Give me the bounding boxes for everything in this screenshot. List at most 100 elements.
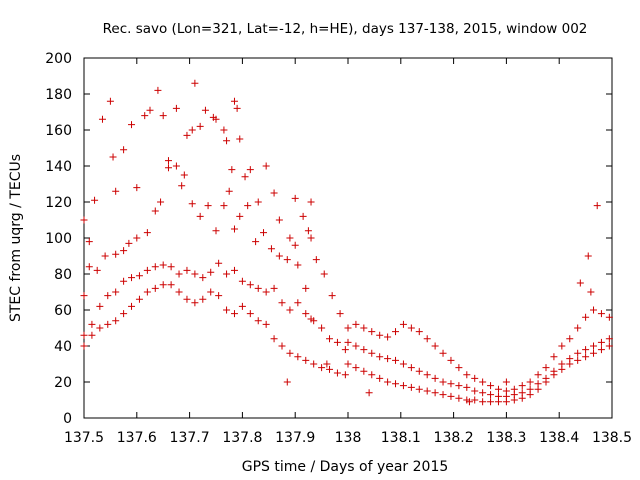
data-point xyxy=(576,279,584,287)
data-point xyxy=(423,387,431,395)
x-tick-label: 138.5 xyxy=(592,430,632,446)
data-point xyxy=(101,252,109,260)
data-point xyxy=(368,328,376,336)
data-point xyxy=(230,97,238,105)
data-point xyxy=(270,284,278,292)
data-point xyxy=(502,378,510,386)
data-point xyxy=(455,394,463,402)
data-point xyxy=(494,385,502,393)
y-tick-label: 80 xyxy=(54,267,72,283)
x-tick-label: 137.7 xyxy=(170,430,210,446)
data-point xyxy=(286,306,294,314)
data-point xyxy=(328,292,336,300)
data-point xyxy=(584,252,592,260)
data-point xyxy=(439,391,447,399)
data-point xyxy=(175,270,183,278)
data-point xyxy=(135,272,143,280)
data-point xyxy=(399,360,407,368)
data-point xyxy=(183,295,191,303)
data-point xyxy=(159,281,167,289)
data-point xyxy=(368,371,376,379)
data-point xyxy=(212,115,220,123)
data-point xyxy=(141,112,149,120)
x-axis-title: GPS time / Days of year 2015 xyxy=(242,459,449,475)
data-point xyxy=(96,302,104,310)
data-point xyxy=(558,342,566,350)
data-point xyxy=(593,202,601,210)
data-point xyxy=(542,378,550,386)
data-point xyxy=(275,252,283,260)
data-point xyxy=(384,333,392,341)
data-point xyxy=(238,277,246,285)
data-point xyxy=(294,261,302,269)
data-point xyxy=(254,317,262,325)
data-point xyxy=(201,106,209,114)
data-point xyxy=(310,360,318,368)
data-point xyxy=(135,295,143,303)
data-point xyxy=(96,324,104,332)
data-point xyxy=(368,349,376,357)
y-tick-label: 100 xyxy=(45,231,72,247)
data-point xyxy=(283,378,291,386)
data-point xyxy=(120,247,128,255)
data-point xyxy=(597,346,605,354)
data-point xyxy=(302,310,310,318)
data-point xyxy=(262,320,270,328)
data-point xyxy=(159,112,167,120)
axis-ticks xyxy=(83,57,613,419)
x-tick-label: 138.1 xyxy=(381,430,421,446)
data-point xyxy=(439,378,447,386)
data-point xyxy=(431,389,439,397)
data-point xyxy=(80,342,88,350)
data-point xyxy=(407,364,415,372)
data-point xyxy=(180,171,188,179)
data-point xyxy=(455,382,463,390)
data-point xyxy=(518,394,526,402)
data-point xyxy=(471,387,479,395)
data-point xyxy=(164,164,172,172)
x-tick-label: 137.8 xyxy=(222,430,262,446)
data-point xyxy=(112,250,120,258)
data-point xyxy=(294,353,302,361)
data-point xyxy=(151,207,159,215)
data-point xyxy=(526,391,534,399)
y-tick-label: 180 xyxy=(45,87,72,103)
data-point xyxy=(188,126,196,134)
data-point xyxy=(120,277,128,285)
data-point xyxy=(291,241,299,249)
data-point xyxy=(323,360,331,368)
data-point xyxy=(431,374,439,382)
data-point xyxy=(352,364,360,372)
data-point xyxy=(302,284,310,292)
data-point xyxy=(534,371,542,379)
x-tick-label: 138.2 xyxy=(434,430,474,446)
data-point xyxy=(270,335,278,343)
data-point xyxy=(172,162,180,170)
data-point xyxy=(143,288,151,296)
data-point xyxy=(178,182,186,190)
data-point xyxy=(566,360,574,368)
x-tick-label: 137.6 xyxy=(117,430,157,446)
data-point xyxy=(463,383,471,391)
axis-tick-labels: 137.5 137.6 137.7 137.8 137.9 138 138.1 138.2 13… xyxy=(45,51,632,446)
data-point xyxy=(112,187,120,195)
data-point xyxy=(526,378,534,386)
data-point xyxy=(212,227,220,235)
data-point xyxy=(85,263,93,271)
data-point xyxy=(278,342,286,350)
data-point xyxy=(392,356,400,364)
data-point xyxy=(80,331,88,339)
data-point xyxy=(431,342,439,350)
y-tick-label: 200 xyxy=(45,51,72,67)
data-point xyxy=(605,335,613,343)
data-point xyxy=(246,166,254,174)
data-point xyxy=(582,353,590,361)
data-point xyxy=(159,261,167,269)
data-point xyxy=(223,137,231,145)
data-point xyxy=(106,97,114,105)
data-point xyxy=(447,380,455,388)
data-point xyxy=(360,367,368,375)
data-point xyxy=(415,328,423,336)
data-point xyxy=(246,310,254,318)
data-point xyxy=(399,382,407,390)
